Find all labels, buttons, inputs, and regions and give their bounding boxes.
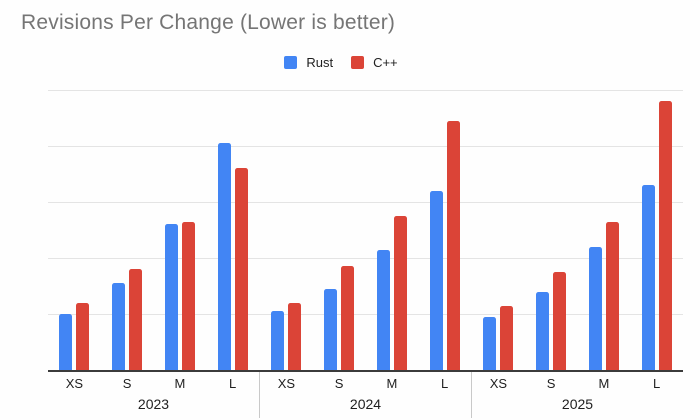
gridline <box>48 90 683 91</box>
bar-group-2024 <box>260 90 472 370</box>
bar-cpp-2025-s[interactable] <box>552 272 566 370</box>
bar-cpp-2023-xs[interactable] <box>76 302 90 370</box>
bar-rust-2024-s[interactable] <box>324 288 338 370</box>
gridline <box>48 314 683 315</box>
x-axis-label-xs: XS <box>489 376 508 391</box>
legend-label-rust: Rust <box>306 55 334 70</box>
legend-swatch-cpp-icon <box>351 56 365 69</box>
legend-item-cpp[interactable]: C++ <box>351 55 398 70</box>
x-axis-category-row: XS S M L <box>260 372 471 391</box>
x-axis-label-xs: XS <box>65 376 84 391</box>
x-axis-category-row: XS S M L <box>472 372 683 391</box>
bar-cpp-2025-l[interactable] <box>658 101 672 370</box>
x-axis-group-2023: XS S M L 2023 <box>48 372 259 418</box>
x-axis-label-xs: XS <box>277 376 296 391</box>
x-axis-year-label-2024: 2024 <box>349 396 382 412</box>
bar-pair-2025-m <box>577 90 630 370</box>
bar-cpp-2025-xs[interactable] <box>499 305 513 370</box>
bar-rust-2024-l[interactable] <box>429 190 443 370</box>
x-axis-label-s: S <box>122 376 132 391</box>
bar-group-2025 <box>471 90 683 370</box>
bar-pair-2023-l <box>207 90 260 370</box>
bar-cpp-2024-l[interactable] <box>446 120 460 370</box>
bar-cpp-2024-m[interactable] <box>393 216 407 370</box>
bar-pair-2024-l <box>418 90 471 370</box>
bar-groups <box>48 90 683 370</box>
bar-pair-2023-xs <box>48 90 101 370</box>
bar-pair-2025-s <box>524 90 577 370</box>
x-axis-label-s: S <box>546 376 556 391</box>
x-axis-label-s: S <box>334 376 344 391</box>
bar-rust-2023-l[interactable] <box>218 143 232 370</box>
bar-cpp-2023-m[interactable] <box>182 221 196 370</box>
bar-pair-2024-s <box>313 90 366 370</box>
x-axis: XS S M L 2023 XS S M L 2024 XS S M L 2025 <box>48 372 683 418</box>
x-axis-year-label-2025: 2025 <box>561 396 594 412</box>
x-axis-group-2024: XS S M L 2024 <box>259 372 471 418</box>
bar-rust-2025-xs[interactable] <box>482 316 496 370</box>
x-axis-label-l: L <box>441 376 449 391</box>
x-axis-label-l: L <box>229 376 237 391</box>
x-axis-label-m: M <box>598 376 610 391</box>
bar-pair-2023-s <box>101 90 154 370</box>
bar-group-2023 <box>48 90 260 370</box>
plot-area <box>48 90 683 372</box>
bar-pair-2024-m <box>366 90 419 370</box>
bar-cpp-2024-xs[interactable] <box>288 302 302 370</box>
x-axis-label-m: M <box>174 376 186 391</box>
bar-cpp-2023-l[interactable] <box>235 168 249 370</box>
legend-item-rust[interactable]: Rust <box>284 55 333 70</box>
gridline <box>48 202 683 203</box>
bar-pair-2024-xs <box>260 90 313 370</box>
bar-cpp-2023-s[interactable] <box>129 269 143 370</box>
bar-rust-2025-l[interactable] <box>641 185 655 370</box>
gridline <box>48 146 683 147</box>
legend-label-cpp: C++ <box>373 55 398 70</box>
x-axis-category-row: XS S M L <box>48 372 259 391</box>
bar-rust-2023-s[interactable] <box>112 283 126 370</box>
bar-rust-2025-s[interactable] <box>535 291 549 370</box>
bar-cpp-2024-s[interactable] <box>341 266 355 370</box>
bar-rust-2024-m[interactable] <box>376 249 390 370</box>
x-axis-year-label-2023: 2023 <box>137 396 170 412</box>
bar-cpp-2025-m[interactable] <box>605 221 619 370</box>
x-axis-label-m: M <box>386 376 398 391</box>
x-axis-group-2025: XS S M L 2025 <box>471 372 683 418</box>
bar-pair-2025-xs <box>471 90 524 370</box>
bar-rust-2025-m[interactable] <box>588 246 602 370</box>
bar-pair-2025-l <box>630 90 683 370</box>
legend-swatch-rust-icon <box>284 56 298 69</box>
bar-rust-2024-xs[interactable] <box>271 311 285 370</box>
chart-title: Revisions Per Change (Lower is better) <box>21 11 396 34</box>
bar-rust-2023-xs[interactable] <box>59 314 73 370</box>
gridline <box>48 258 683 259</box>
bar-pair-2023-m <box>154 90 207 370</box>
legend: Rust C++ <box>0 55 682 70</box>
x-axis-label-l: L <box>653 376 661 391</box>
bar-rust-2023-m[interactable] <box>165 224 179 370</box>
